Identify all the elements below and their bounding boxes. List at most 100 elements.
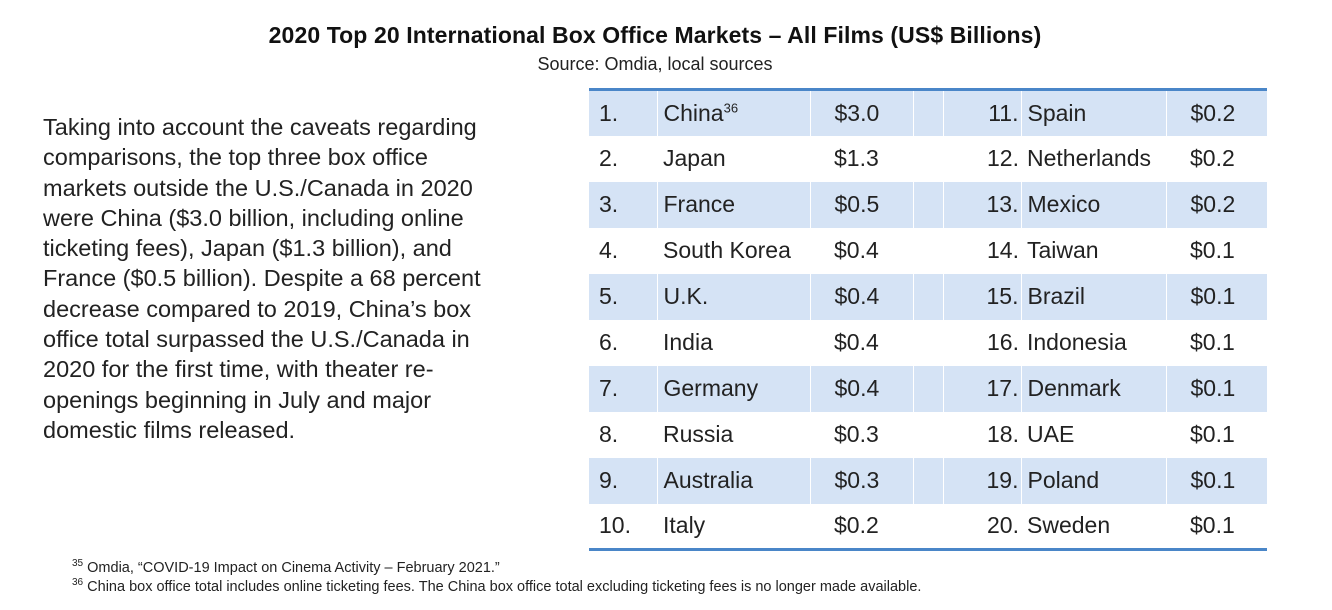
country-cell-text: Mexico bbox=[1027, 191, 1101, 217]
rank-cell-text: 12. bbox=[987, 145, 1019, 171]
spacer-cell bbox=[912, 365, 943, 412]
rank-cell-text: 8. bbox=[599, 421, 619, 447]
value-cell: $0.4 bbox=[810, 228, 913, 274]
footnote-35: 35 Omdia, “COVID-19 Impact on Cinema Act… bbox=[72, 559, 921, 578]
spacer-cell bbox=[912, 457, 943, 504]
country-cell: U.K. bbox=[656, 273, 810, 320]
rank-cell-text: 15. bbox=[986, 283, 1019, 309]
table-row: 10. Italy $0.2 20. Sweden $0.1 bbox=[589, 504, 1267, 550]
rank-cell: 19. bbox=[942, 457, 1021, 504]
rank-cell: 14. bbox=[943, 228, 1021, 274]
value-cell-text: $0.1 bbox=[1190, 467, 1236, 493]
rank-cell-text: 16. bbox=[987, 329, 1019, 355]
rank-cell: 2. bbox=[589, 136, 657, 182]
rank-cell: 15. bbox=[942, 273, 1021, 320]
spacer-cell bbox=[913, 136, 943, 182]
rank-cell-text: 3. bbox=[599, 191, 619, 217]
rank-cell: 7. bbox=[589, 365, 657, 412]
country-cell-text: Spain bbox=[1027, 99, 1087, 126]
value-cell-text: $0.4 bbox=[834, 375, 880, 401]
value-cell-text: $0.1 bbox=[1190, 421, 1235, 447]
body-paragraph: Taking into account the caveats regardin… bbox=[43, 114, 481, 443]
country-cell: Russia bbox=[657, 412, 810, 458]
rank-cell: 3. bbox=[589, 181, 657, 228]
footnote-number: 35 bbox=[72, 558, 84, 570]
value-cell: $0.1 bbox=[1165, 273, 1267, 320]
country-cell: Poland bbox=[1020, 457, 1166, 504]
value-cell: $0.4 bbox=[809, 273, 913, 320]
country-cell-text: Russia bbox=[663, 421, 734, 447]
spacer-cell bbox=[913, 320, 943, 366]
country-cell: Denmark bbox=[1020, 365, 1166, 412]
value-cell: $0.5 bbox=[809, 181, 913, 228]
rank-cell: 11. bbox=[942, 89, 1021, 136]
country-cell-text: Italy bbox=[663, 512, 706, 539]
rank-cell-text: 17. bbox=[986, 375, 1019, 401]
value-cell-text: $0.5 bbox=[834, 191, 880, 217]
value-cell-text: $0.2 bbox=[1190, 99, 1236, 126]
country-cell: UAE bbox=[1021, 412, 1166, 458]
value-cell-text: $0.3 bbox=[834, 467, 880, 493]
value-cell: $0.1 bbox=[1166, 228, 1267, 274]
value-cell: $0.2 bbox=[1165, 181, 1267, 228]
spacer-cell bbox=[912, 181, 943, 228]
value-cell: $0.4 bbox=[809, 365, 913, 412]
source-note: Source: Omdia, local sources bbox=[537, 54, 773, 74]
rank-cell-text: 10. bbox=[599, 512, 631, 539]
page-title: 2020 Top 20 International Box Office Mar… bbox=[268, 22, 1042, 48]
country-cell-text: Netherlands bbox=[1027, 145, 1152, 171]
value-cell-text: $0.4 bbox=[834, 237, 879, 263]
country-cell-text: U.K. bbox=[663, 283, 709, 309]
value-cell: $0.3 bbox=[809, 457, 913, 504]
table-row: 2. Japan $1.3 12. Netherlands $0.2 bbox=[589, 136, 1267, 182]
value-cell: $0.2 bbox=[1166, 136, 1267, 182]
rank-cell-text: 13. bbox=[986, 191, 1019, 217]
country-cell-text: Brazil bbox=[1027, 283, 1086, 309]
country-cell: South Korea bbox=[657, 228, 810, 274]
rank-cell-text: 7. bbox=[599, 375, 619, 401]
value-cell: $0.3 bbox=[810, 412, 913, 458]
country-cell: China36 bbox=[656, 89, 810, 136]
country-cell: Brazil bbox=[1020, 273, 1166, 320]
markets-table: 1. China36 $3.0 11. Spain $0.2 2. Japan $1.3 12. N… bbox=[589, 88, 1267, 551]
value-cell-text: $0.2 bbox=[1190, 145, 1235, 171]
rank-cell: 1. bbox=[589, 89, 657, 136]
value-cell-text: $0.1 bbox=[1190, 283, 1236, 309]
value-cell-text: $3.0 bbox=[834, 99, 880, 126]
rank-cell: 20. bbox=[943, 504, 1021, 550]
rank-cell-text: 20. bbox=[987, 512, 1019, 539]
country-cell-text: Taiwan bbox=[1027, 237, 1099, 263]
rank-cell: 13. bbox=[942, 181, 1021, 228]
value-cell-text: $0.4 bbox=[834, 283, 880, 309]
rank-cell-text: 9. bbox=[599, 467, 619, 493]
country-cell-text: Germany bbox=[663, 375, 759, 401]
spacer-cell bbox=[912, 89, 943, 136]
country-cell-text: Poland bbox=[1027, 467, 1100, 493]
country-cell-text: South Korea bbox=[663, 237, 791, 263]
country-cell: Italy bbox=[657, 504, 810, 550]
spacer-cell bbox=[912, 273, 943, 320]
country-cell: Sweden bbox=[1021, 504, 1166, 550]
rank-cell: 12. bbox=[943, 136, 1021, 182]
rank-cell: 18. bbox=[943, 412, 1021, 458]
value-cell-text: $0.2 bbox=[1190, 191, 1236, 217]
value-cell: $0.4 bbox=[810, 320, 913, 366]
value-cell-text: $0.1 bbox=[1190, 512, 1235, 539]
table-row: 3. France $0.5 13. Mexico $0.2 bbox=[589, 181, 1267, 228]
country-cell-text: Sweden bbox=[1027, 512, 1111, 539]
country-cell: Japan bbox=[657, 136, 810, 182]
value-cell: $0.1 bbox=[1165, 457, 1267, 504]
country-cell-text: Indonesia bbox=[1027, 329, 1127, 355]
value-cell-text: $0.1 bbox=[1190, 237, 1235, 263]
value-cell: $0.2 bbox=[810, 504, 913, 550]
value-cell: $0.1 bbox=[1165, 365, 1267, 412]
table-row: 1. China36 $3.0 11. Spain $0.2 bbox=[589, 89, 1267, 136]
table-row: 8. Russia $0.3 18. UAE $0.1 bbox=[589, 412, 1267, 458]
country-cell: Australia bbox=[656, 457, 810, 504]
value-cell: $0.1 bbox=[1166, 412, 1267, 458]
rank-cell: 5. bbox=[589, 273, 657, 320]
value-cell: $3.0 bbox=[809, 89, 913, 136]
country-cell-text: Denmark bbox=[1027, 375, 1121, 401]
rank-cell-text: 11. bbox=[988, 99, 1019, 126]
footnote-text: Omdia, “COVID-19 Impact on Cinema Activi… bbox=[87, 560, 500, 576]
